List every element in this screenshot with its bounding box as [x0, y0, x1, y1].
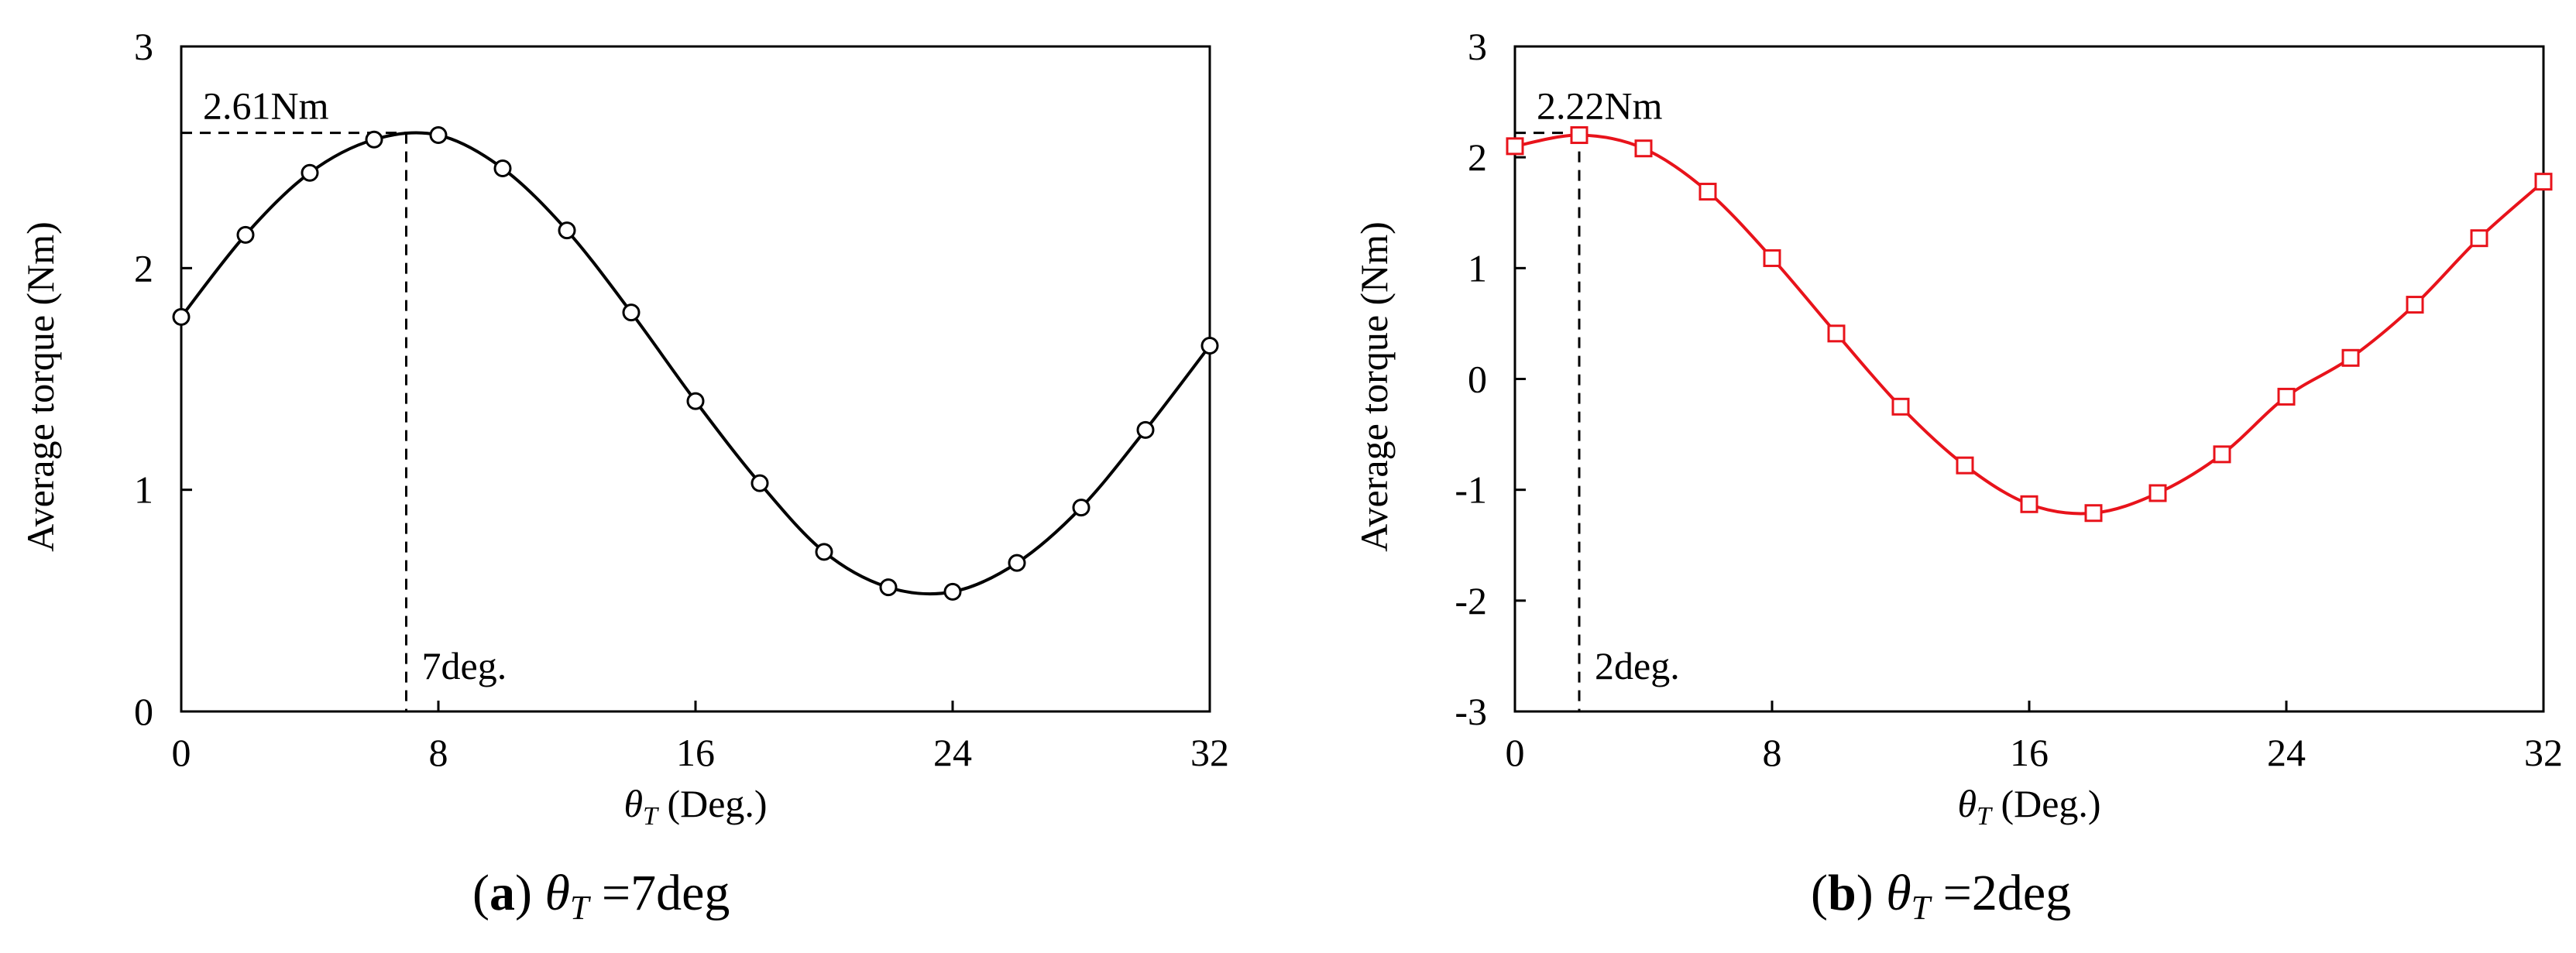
y-tick-label: -3 [1455, 690, 1487, 733]
data-point [1200, 337, 1219, 355]
y-tick-label: 0 [1468, 358, 1487, 401]
panel-caption: (b) θT =2deg [1811, 865, 2071, 927]
plot-frame [1513, 45, 2545, 713]
data-point [1698, 183, 1717, 201]
peak-angle-label: 7deg. [422, 644, 507, 687]
y-axis-title: Average torque (Nm) [1352, 221, 1396, 552]
data-point [558, 221, 576, 240]
y-tick-label: 3 [1468, 25, 1487, 68]
y-tick-label: 0 [134, 690, 153, 733]
data-point [815, 543, 833, 561]
data-point [1827, 324, 1846, 343]
plot-frame [180, 45, 1211, 713]
data-point [1891, 397, 1910, 416]
data-point [622, 303, 641, 322]
data-point [2341, 348, 2360, 367]
x-tick-label: 0 [172, 731, 191, 774]
x-tick-label: 8 [429, 731, 448, 774]
panel-caption: (a) θT =7deg [472, 865, 730, 927]
x-tick-label: 32 [2524, 731, 2563, 774]
data-point [2277, 387, 2296, 406]
series-line [180, 131, 1211, 596]
data-point [2020, 495, 2038, 513]
data-point [172, 307, 191, 326]
chart-panel-a: 0 8 16 24 32 0 1 2 3 θT (Deg.) Average torque (Nm)… [19, 25, 1229, 927]
data-point [2470, 229, 2488, 248]
data-point [686, 392, 705, 410]
x-tick-label: 24 [933, 731, 972, 774]
data-point [750, 474, 769, 492]
data-point [301, 163, 319, 182]
data-point [2148, 484, 2167, 502]
series-line [1514, 133, 2545, 516]
y-tick-label: 1 [134, 468, 153, 512]
data-point [1008, 554, 1026, 572]
x-tick-label: 16 [676, 731, 715, 774]
data-point [1634, 139, 1653, 158]
data-point [236, 225, 255, 244]
data-point [429, 126, 448, 145]
data-point [2213, 445, 2231, 464]
y-tick-label: -1 [1455, 468, 1487, 512]
y-tick-label: 1 [1468, 246, 1487, 290]
y-tick-label: 2 [1468, 135, 1487, 179]
data-point [1570, 126, 1589, 145]
y-axis-title: Average torque (Nm) [19, 221, 62, 552]
data-point [1136, 420, 1155, 439]
data-point [493, 159, 512, 177]
data-point [1956, 456, 1974, 475]
data-point [1506, 137, 1524, 156]
data-point [1763, 249, 1781, 267]
data-point [2534, 173, 2553, 191]
x-axis-title: θT (Deg.) [1957, 782, 2100, 831]
data-point [2406, 296, 2424, 314]
data-point [1072, 499, 1091, 517]
peak-value-label: 2.22Nm [1537, 84, 1663, 128]
x-tick-label: 0 [1506, 731, 1525, 774]
y-tick-label: 2 [134, 246, 153, 290]
y-tick-label: 3 [134, 25, 153, 68]
x-tick-label: 24 [2267, 731, 2306, 774]
x-tick-label: 32 [1190, 731, 1229, 774]
x-axis-title: θT (Deg.) [623, 782, 767, 831]
data-point [943, 582, 962, 601]
x-tick-label: 16 [2010, 731, 2049, 774]
data-point [879, 578, 898, 597]
data-point [2084, 504, 2103, 523]
data-point [365, 130, 383, 149]
peak-angle-label: 2deg. [1595, 644, 1680, 687]
chart-panel-b: 0 8 16 24 32 -3 -2 -1 0 1 2 3 θT (Deg.) Average torqu… [1352, 25, 2563, 927]
x-tick-label: 8 [1763, 731, 1782, 774]
y-tick-label: -2 [1455, 579, 1487, 622]
peak-value-label: 2.61Nm [203, 84, 329, 128]
